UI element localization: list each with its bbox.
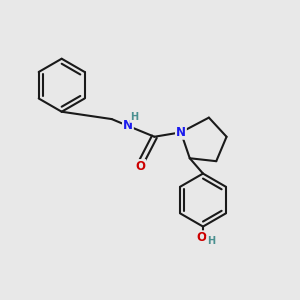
Text: N: N [123,119,133,132]
Text: O: O [135,160,145,173]
Text: H: H [130,112,139,122]
Text: O: O [196,231,206,244]
Text: N: N [176,126,186,139]
Text: H: H [207,236,215,246]
